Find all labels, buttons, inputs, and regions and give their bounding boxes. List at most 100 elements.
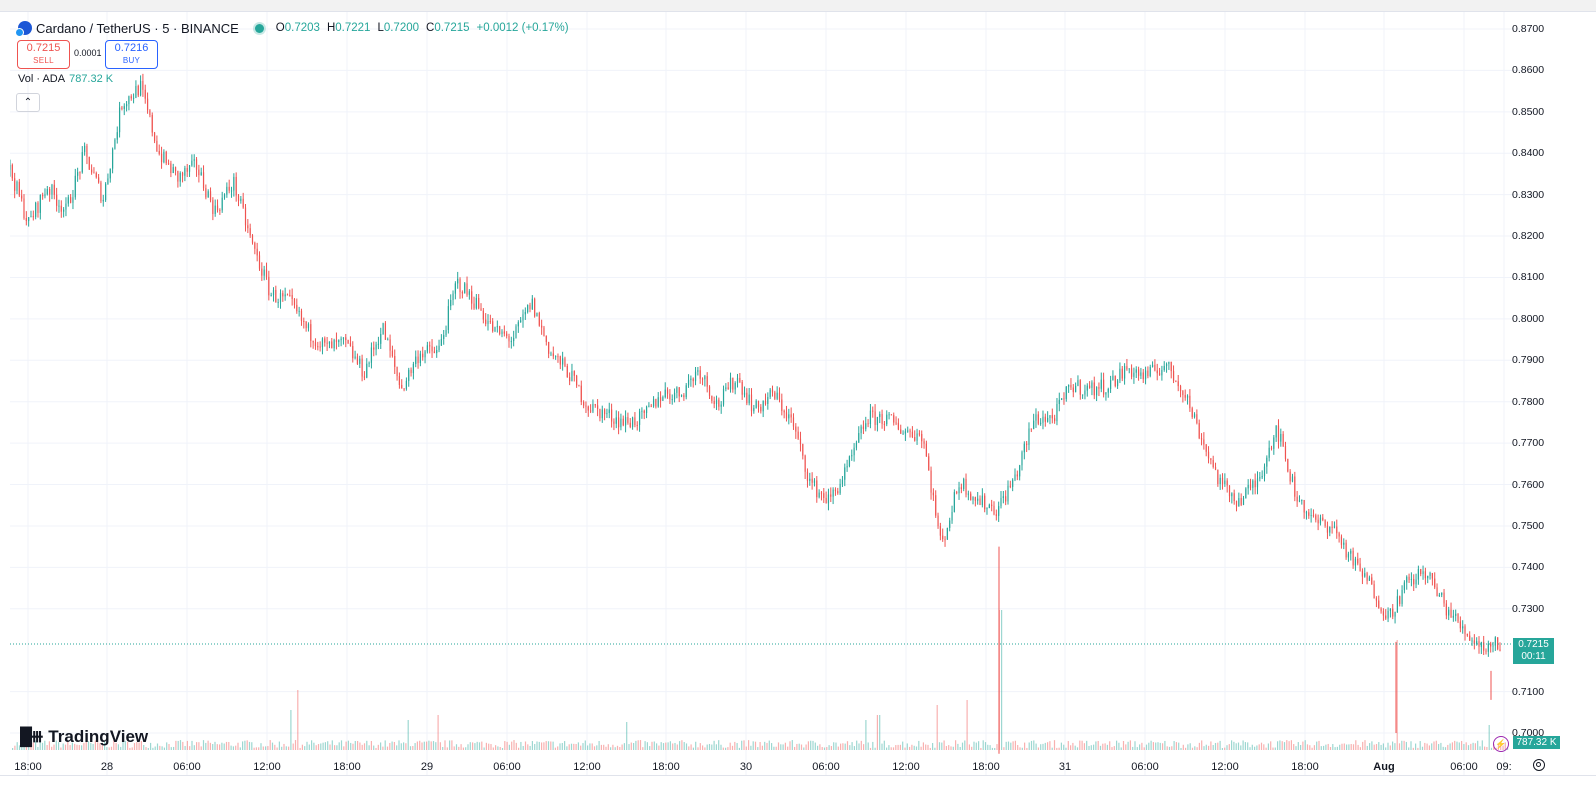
candle-body (1256, 478, 1259, 488)
volume-bar (306, 741, 308, 750)
candle-body (848, 456, 851, 467)
volume-bar (1242, 740, 1244, 750)
candle-body (536, 312, 538, 317)
candle-body (1277, 425, 1280, 442)
candle-body (1492, 645, 1494, 647)
volume-bar (1070, 745, 1072, 750)
volume-bar (1474, 743, 1476, 750)
market-status-icon[interactable] (254, 23, 264, 33)
candle-body (701, 378, 704, 380)
volume-bar (1014, 740, 1016, 750)
price-tick-label: 0.7700 (1512, 437, 1545, 450)
volume-bar (1233, 741, 1235, 750)
volume-bar (637, 740, 639, 750)
volume-bar (136, 742, 138, 750)
volume-bar (1217, 742, 1219, 750)
candle-body (1214, 467, 1217, 470)
candle-body (734, 382, 736, 390)
volume-bar (271, 742, 274, 750)
candle-body (1483, 642, 1485, 651)
candle-body (608, 409, 610, 413)
volume-bar (269, 740, 271, 750)
volume-bar (508, 744, 510, 750)
volume-bar (1295, 746, 1297, 750)
candle-body (664, 389, 666, 398)
volume-bar (888, 745, 890, 750)
candle-body (81, 152, 83, 173)
candle-body (314, 342, 317, 347)
volume-bar (219, 744, 221, 750)
candle-body (879, 414, 881, 418)
volume-bar (752, 741, 754, 750)
candle-body (1109, 380, 1112, 389)
price-tick-label: 0.7400 (1512, 561, 1545, 574)
symbol-title[interactable]: Cardano / TetherUS · 5 · BINANCE (36, 20, 239, 36)
buy-button[interactable]: 0.7216 BUY (105, 40, 158, 69)
candle-body (713, 400, 715, 404)
sell-button[interactable]: 0.7215 SELL (17, 40, 70, 69)
candle-body (1033, 420, 1035, 430)
volume-bar (145, 747, 147, 750)
candle-body (130, 96, 132, 99)
volume-bar (244, 740, 246, 750)
volume-bar (1341, 743, 1343, 750)
volume-bar (906, 743, 908, 750)
candle-body (312, 340, 314, 343)
settings-icon[interactable] (1533, 759, 1545, 771)
price-axis[interactable]: 0.8700 0.8600 0.8500 0.8400 0.8300 0.8200 0.81… (1512, 12, 1596, 775)
candle-body (576, 375, 578, 386)
volume-bar (1408, 747, 1410, 750)
candle-body (790, 414, 792, 418)
candle-body (610, 409, 613, 422)
collapse-legend-button[interactable]: ⌃ (16, 93, 40, 112)
volume-bar (660, 742, 662, 750)
candle-body (844, 467, 846, 480)
volume-bar (729, 742, 731, 750)
time-axis[interactable]: 18:00 28 06:00 12:00 18:00 29 06:00 12:00 18:00 3… (0, 761, 1596, 799)
candle-body (832, 489, 834, 497)
volume-bar (1428, 745, 1430, 750)
lightning-icon[interactable]: ⚡ (1493, 736, 1509, 752)
candle-body (1413, 578, 1415, 585)
volume-bar (1467, 745, 1470, 750)
candle-body (1026, 443, 1028, 445)
volume-bar (1265, 747, 1267, 750)
candlestick-chart[interactable] (10, 12, 1540, 775)
volume-bar (308, 744, 310, 750)
volume-bar (1012, 741, 1014, 750)
candle-body (1245, 488, 1247, 499)
tradingview-logo[interactable]: █⧻ TradingView (20, 727, 149, 746)
time-tick-label: 18:00 (652, 761, 680, 773)
chart-pane[interactable] (10, 12, 1540, 775)
candle-body (471, 291, 473, 304)
candle-body (1275, 425, 1277, 438)
candle-body (389, 339, 391, 351)
candle-body (771, 389, 774, 393)
time-tick-label: 18:00 (1291, 761, 1319, 773)
candle-body (543, 327, 545, 336)
volume-bar (1339, 744, 1341, 750)
volume-bar (166, 742, 168, 750)
volume-bar (74, 743, 76, 750)
volume-bar (1405, 741, 1407, 750)
volume-bar (64, 744, 67, 750)
candle-body (1387, 610, 1389, 619)
candle-body (1186, 395, 1189, 398)
volume-bar (1148, 742, 1150, 750)
candle-body (888, 414, 890, 416)
volume-bar (398, 740, 400, 750)
volume-bar (860, 740, 862, 750)
time-tick-label: 31 (1058, 761, 1072, 773)
candle-body (1126, 366, 1128, 370)
volume-bar (1378, 742, 1380, 750)
volume-bar (129, 747, 131, 750)
candle-body (704, 376, 706, 380)
candle-body (46, 189, 48, 195)
volume-bar (212, 744, 214, 750)
volume-bar (421, 742, 423, 750)
volume-bar (1035, 743, 1037, 750)
candle-body (557, 356, 559, 358)
candle-body (1019, 465, 1021, 477)
volume-bar (1477, 740, 1479, 750)
candle-body (1002, 496, 1004, 499)
